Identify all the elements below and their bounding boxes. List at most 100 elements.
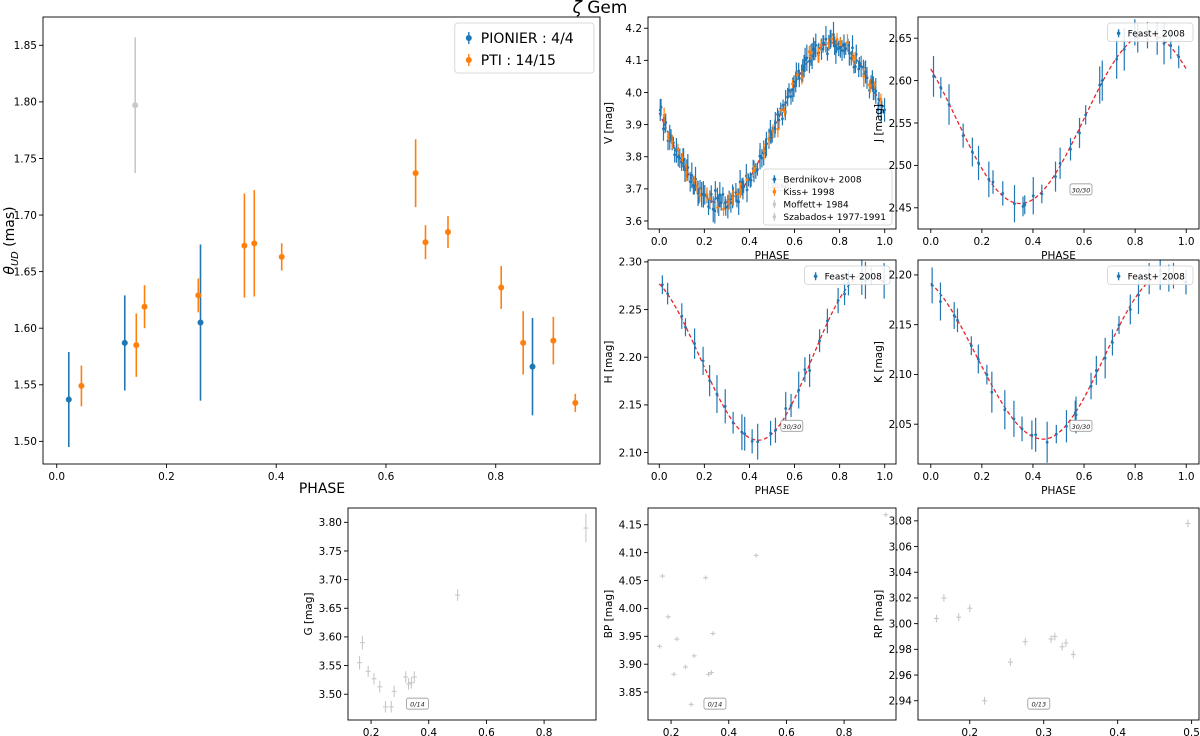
data-point: [737, 200, 741, 204]
data-point: [715, 392, 719, 396]
data-point: [838, 45, 842, 49]
data-point: [808, 59, 811, 63]
data-point: [719, 201, 723, 205]
data-point: [686, 166, 690, 169]
y-tick-label: 1.75: [14, 153, 37, 165]
x-tick-label: 0.0: [651, 236, 668, 248]
y-tick-label: 3.06: [889, 541, 913, 553]
y-tick-label: 3.50: [319, 689, 342, 701]
data-point: [803, 368, 807, 372]
series-pti-rejected: [132, 37, 139, 174]
x-tick-label: 0.2: [663, 727, 680, 736]
data-point: [1169, 44, 1173, 47]
x-tick-label: 0.4: [720, 727, 737, 736]
data-point: [930, 283, 934, 287]
data-point: [121, 339, 128, 346]
y-tick-label: 2.94: [889, 696, 913, 708]
x-tick-label: 0.5: [1183, 727, 1200, 736]
data-point: [753, 166, 757, 170]
y-tick-label: 4.05: [619, 575, 642, 587]
data-point: [1074, 413, 1078, 417]
series-gaia-bp: [657, 512, 889, 707]
data-point: [1089, 384, 1093, 388]
data-point: [756, 168, 759, 171]
x-tick-label: 1.0: [1178, 236, 1195, 248]
y-tick-label: 3.80: [319, 517, 342, 529]
data-point: [1117, 323, 1121, 327]
plot-area-H: [658, 260, 886, 460]
x-tick-label: 0.2: [696, 471, 713, 483]
series-pti: [78, 139, 579, 412]
y-tick-label: 4.0: [625, 87, 642, 99]
y-axis-label: RP [mag]: [873, 590, 885, 639]
y-tick-label: 1.65: [14, 266, 37, 278]
y-tick-label: 4.00: [619, 603, 642, 615]
legend-box: [454, 22, 595, 74]
data-point: [991, 180, 995, 184]
data-point: [859, 64, 863, 68]
data-point: [721, 193, 725, 196]
badge-label: 30/30: [1072, 423, 1091, 431]
legend-marker: [465, 57, 472, 63]
data-point: [883, 108, 886, 112]
data-point: [1065, 424, 1068, 428]
y-tick-label: 2.50: [889, 160, 912, 172]
x-tick-label: 0.6: [778, 727, 795, 736]
y-tick-label: 3.75: [319, 546, 342, 558]
data-point: [716, 206, 719, 209]
y-tick-label: 3.02: [889, 593, 912, 605]
data-point: [864, 70, 867, 74]
panel-H: 0.0 0.2 0.4 0.6 0.8 1.0 2.10 2.15 2.20 2.25 2.30 PH…: [603, 257, 897, 497]
axes-frame: [917, 507, 1200, 721]
x-tick-label: 0.6: [378, 471, 395, 483]
data-point: [708, 379, 712, 383]
panel-K: 0.0 0.2 0.4 0.6 0.8 1.0 2.05 2.10 2.15 2.20 PHASE K…: [873, 259, 1200, 497]
data-point: [827, 42, 831, 46]
data-point: [1034, 433, 1038, 437]
data-point: [703, 193, 707, 197]
data-point: [792, 84, 796, 88]
data-point: [758, 154, 762, 158]
x-tick-label: 1.0: [876, 236, 893, 248]
badge-label: 30/30: [782, 423, 801, 431]
data-point: [444, 229, 451, 236]
legend-label: Szabados+ 1977-1991: [783, 213, 886, 223]
data-point: [865, 76, 869, 80]
data-point: [1098, 83, 1102, 87]
legend: Feast+ 2008: [804, 265, 891, 285]
x-axis-label: PHASE: [299, 481, 345, 497]
data-point: [765, 142, 768, 146]
y-tick-label: 2.15: [619, 400, 642, 412]
x-axis-label: PHASE: [755, 250, 790, 262]
y-tick-label: 3.7: [625, 184, 642, 196]
data-point: [713, 209, 717, 213]
y-tick-label: 2.20: [889, 270, 912, 282]
data-point: [701, 359, 705, 363]
data-point: [723, 404, 727, 408]
x-tick-label: 0.8: [836, 727, 853, 736]
panel-J: 0.0 0.2 0.4 0.6 0.8 1.0 2.45 2.50 2.55 2.60 2.65 PH…: [873, 16, 1200, 262]
x-tick-label: 0.8: [1127, 471, 1144, 483]
y-tick-label: 3.65: [319, 603, 342, 615]
data-point: [1054, 432, 1058, 436]
data-point: [673, 153, 677, 157]
data-point: [1137, 293, 1140, 297]
figure-title-symbol: ζ: [572, 0, 582, 18]
data-point: [846, 40, 849, 44]
y-tick-label: 2.05: [889, 419, 912, 431]
data-point: [789, 95, 793, 98]
data-point: [1054, 175, 1057, 179]
data-point: [956, 318, 959, 322]
data-point: [784, 101, 788, 105]
legend-entry: Feast+ 2008: [1116, 272, 1185, 282]
data-point: [727, 200, 731, 204]
x-tick-label: 1.0: [876, 471, 893, 483]
x-tick-label: 0.4: [268, 471, 285, 483]
x-tick-label: 0.0: [48, 471, 65, 483]
series-kiss-1998: [662, 33, 883, 216]
data-point: [132, 102, 139, 109]
y-tick-label: 3.85: [619, 687, 642, 699]
data-point: [572, 399, 579, 406]
legend: Feast+ 2008: [1107, 22, 1194, 42]
model-curve: [658, 273, 886, 441]
